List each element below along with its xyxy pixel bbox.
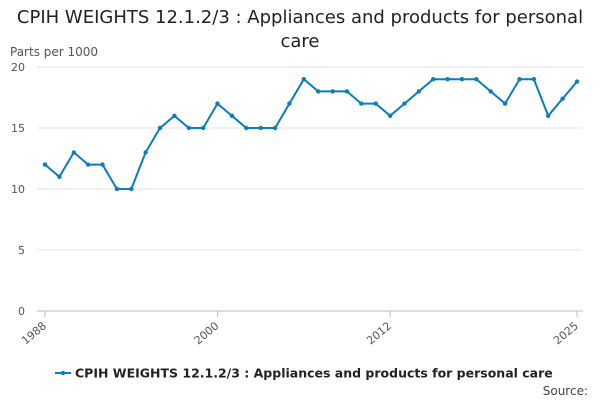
data-point <box>560 96 565 101</box>
data-point <box>359 101 364 106</box>
data-point <box>57 174 62 179</box>
y-axis-label: Parts per 1000 <box>10 45 98 59</box>
data-point <box>186 125 191 131</box>
data-point <box>287 101 292 106</box>
data-point <box>330 89 335 94</box>
y-tick-label: 5 <box>18 244 25 257</box>
y-tick-label: 0 <box>18 305 25 318</box>
data-point <box>143 150 148 155</box>
data-point <box>172 113 177 119</box>
data-point <box>301 77 306 82</box>
source-label: Source: <box>542 384 588 398</box>
data-point <box>531 77 537 82</box>
y-tick-label: 15 <box>11 122 25 135</box>
data-point <box>229 113 235 119</box>
data-point <box>157 125 163 131</box>
data-point <box>244 125 249 131</box>
data-point <box>402 101 407 106</box>
data-point <box>502 101 508 106</box>
y-axis-ticks: 0 5 10 15 20 <box>11 61 25 318</box>
data-point <box>445 77 450 82</box>
data-point <box>344 89 350 94</box>
data-point <box>114 186 120 192</box>
x-tick-label: 1988 <box>19 319 49 347</box>
data-point <box>272 125 278 131</box>
y-tick-label: 20 <box>11 61 25 74</box>
y-tick-label: 10 <box>11 183 25 196</box>
data-point <box>373 101 378 106</box>
data-point <box>387 113 393 119</box>
data-point <box>316 89 321 94</box>
data-point <box>431 77 436 82</box>
data-point <box>474 77 479 82</box>
series-points <box>42 77 580 192</box>
x-tick-label: 2000 <box>192 319 222 347</box>
legend: CPIH WEIGHTS 12.1.2/3 : Appliances and p… <box>55 366 553 381</box>
data-point <box>85 162 91 167</box>
data-point <box>416 89 421 94</box>
data-point <box>129 186 134 192</box>
x-tick-label: 2012 <box>364 319 394 347</box>
x-tick-label: 2025 <box>551 319 581 347</box>
data-point <box>71 150 77 155</box>
legend-swatch-marker <box>60 370 66 376</box>
data-point <box>517 77 522 82</box>
data-point <box>215 101 220 106</box>
data-point <box>201 125 206 131</box>
data-point <box>42 162 48 167</box>
data-point <box>488 89 493 94</box>
data-point <box>574 79 580 84</box>
x-axis-ticks: 1988 2000 2012 2025 <box>19 311 581 347</box>
data-point <box>100 162 105 167</box>
chart-title: CPIH WEIGHTS 12.1.2/3 : Appliances and p… <box>16 7 584 52</box>
legend-label: CPIH WEIGHTS 12.1.2/3 : Appliances and p… <box>75 366 553 381</box>
data-point <box>258 125 263 131</box>
data-point <box>459 77 465 82</box>
data-point <box>546 113 551 119</box>
series-line <box>44 77 578 190</box>
